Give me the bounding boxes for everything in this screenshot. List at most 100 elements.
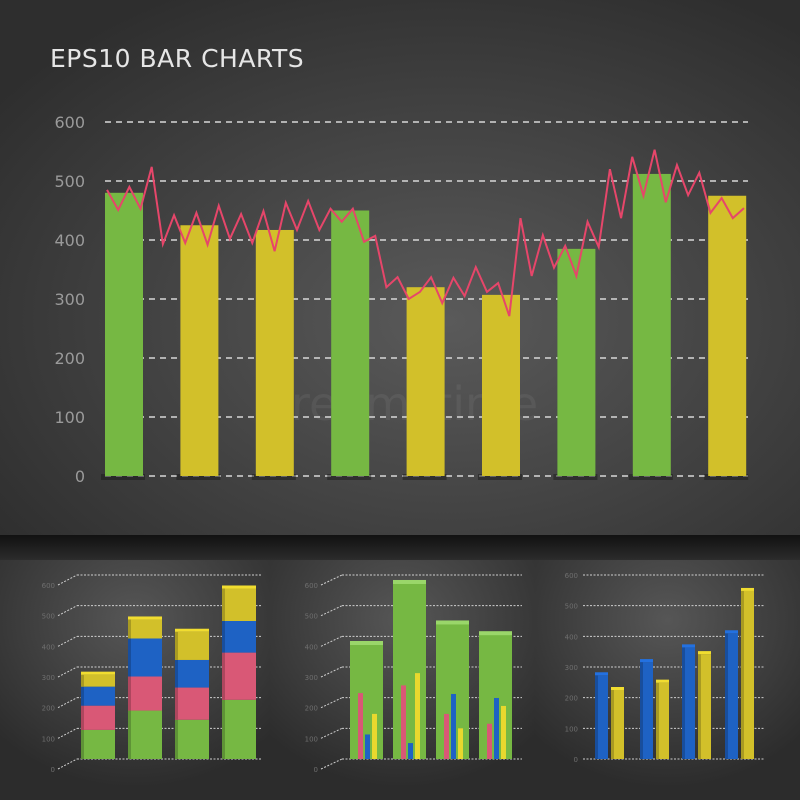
background-bar-top bbox=[436, 620, 469, 625]
gridline-perspective bbox=[57, 635, 78, 647]
y-tick-label: 500 bbox=[54, 172, 85, 191]
bar-shadow bbox=[478, 474, 522, 480]
stacked-segment bbox=[175, 719, 209, 759]
bar-shadow bbox=[101, 474, 145, 480]
background-bar-top bbox=[393, 579, 426, 584]
y-tick-label: 100 bbox=[565, 725, 578, 733]
bar bbox=[105, 192, 143, 477]
paired-bar bbox=[741, 590, 754, 759]
paired-bar bbox=[640, 662, 653, 759]
y-tick-label: 500 bbox=[42, 613, 55, 621]
thin-bar bbox=[487, 723, 492, 759]
gridline-perspective bbox=[320, 758, 343, 770]
bar-shadow bbox=[402, 474, 447, 480]
stacked-segment-side bbox=[175, 631, 178, 660]
y-tick-label: 100 bbox=[54, 408, 85, 427]
gridline-perspective bbox=[57, 574, 78, 586]
y-tick-label: 600 bbox=[565, 572, 578, 580]
stacked-segment-side bbox=[81, 686, 84, 706]
paired-bar-top bbox=[640, 659, 653, 663]
y-tick-label: 0 bbox=[574, 756, 578, 764]
y-tick-label: 600 bbox=[54, 113, 85, 132]
stacked-segment bbox=[81, 674, 115, 687]
paired-bar-side bbox=[741, 590, 744, 759]
bar bbox=[180, 225, 219, 476]
bar bbox=[708, 195, 747, 476]
gridline-perspective bbox=[320, 605, 343, 617]
thin-bar bbox=[458, 728, 463, 759]
thin-bar bbox=[408, 743, 413, 759]
thin-bar bbox=[358, 693, 363, 759]
y-tick-label: 0 bbox=[314, 766, 318, 774]
stacked-segment bbox=[222, 588, 256, 621]
gridline-perspective bbox=[57, 758, 78, 770]
paired-bar-top bbox=[741, 587, 754, 591]
paired-bar-top bbox=[656, 679, 669, 683]
paired-bar bbox=[682, 647, 695, 759]
y-tick-label: 400 bbox=[565, 633, 578, 641]
thin-bar bbox=[451, 693, 456, 759]
paired-bar bbox=[725, 633, 738, 759]
stacked-segment-side bbox=[81, 729, 84, 759]
stacked-segment-side bbox=[222, 699, 225, 759]
stacked-segment-side bbox=[175, 719, 178, 759]
stacked-segment bbox=[81, 729, 115, 759]
paired-bar-top bbox=[611, 687, 624, 690]
stacked-segment bbox=[222, 699, 256, 759]
stacked-segment bbox=[175, 659, 209, 688]
paired-bar-side bbox=[725, 633, 728, 759]
bar-shadow bbox=[628, 474, 673, 480]
paired-bar-top bbox=[725, 630, 738, 634]
gridline-perspective bbox=[320, 697, 343, 709]
y-tick-label: 600 bbox=[42, 582, 55, 590]
y-tick-label: 500 bbox=[565, 603, 578, 611]
gridline-perspective bbox=[57, 666, 78, 678]
stacked-segment bbox=[222, 652, 256, 700]
thin-bar bbox=[501, 705, 506, 759]
bar-shadow bbox=[704, 474, 749, 480]
bar bbox=[557, 248, 596, 476]
bar bbox=[482, 294, 520, 476]
y-tick-label: 400 bbox=[305, 643, 318, 651]
y-tick-label: 300 bbox=[54, 290, 85, 309]
bar-shadow bbox=[553, 474, 598, 480]
bar-shadow bbox=[251, 474, 296, 480]
gridline-perspective bbox=[320, 666, 343, 678]
bar-shadow bbox=[176, 474, 221, 480]
stacked-segment-top bbox=[81, 671, 115, 675]
background-bar-top bbox=[479, 631, 512, 636]
paired-bar-side bbox=[595, 675, 598, 759]
y-tick-label: 0 bbox=[75, 467, 85, 486]
paired-bar bbox=[611, 690, 624, 759]
thin-bar bbox=[372, 713, 377, 759]
thin-bar bbox=[494, 697, 499, 759]
gridline-perspective bbox=[57, 727, 78, 739]
thin-bar bbox=[444, 713, 449, 759]
y-tick-label: 100 bbox=[305, 735, 318, 743]
stacked-segment-top bbox=[222, 585, 256, 589]
gridline-perspective bbox=[320, 727, 343, 739]
bar bbox=[255, 229, 294, 476]
stacked-segment bbox=[81, 686, 115, 706]
y-tick-label: 200 bbox=[305, 705, 318, 713]
stacked-segment-side bbox=[128, 619, 131, 639]
y-tick-label: 300 bbox=[565, 664, 578, 672]
y-tick-label: 200 bbox=[42, 705, 55, 713]
y-tick-label: 400 bbox=[54, 231, 85, 250]
bar-shadow bbox=[327, 474, 372, 480]
paired-bar bbox=[595, 675, 608, 759]
stacked-segment-top bbox=[128, 616, 162, 620]
bar bbox=[406, 287, 445, 476]
stacked-segment-side bbox=[128, 638, 131, 677]
stacked-segment bbox=[175, 631, 209, 660]
thin-bar bbox=[401, 685, 406, 759]
y-tick-label: 600 bbox=[305, 582, 318, 590]
thin-bar bbox=[415, 673, 420, 759]
stacked-segment-side bbox=[128, 710, 131, 759]
y-tick-label: 0 bbox=[51, 766, 55, 774]
stacked-segment-side bbox=[128, 676, 131, 711]
paired-bar-top bbox=[682, 644, 695, 648]
stacked-segment-side bbox=[81, 674, 84, 687]
paired-bar-side bbox=[640, 662, 643, 759]
